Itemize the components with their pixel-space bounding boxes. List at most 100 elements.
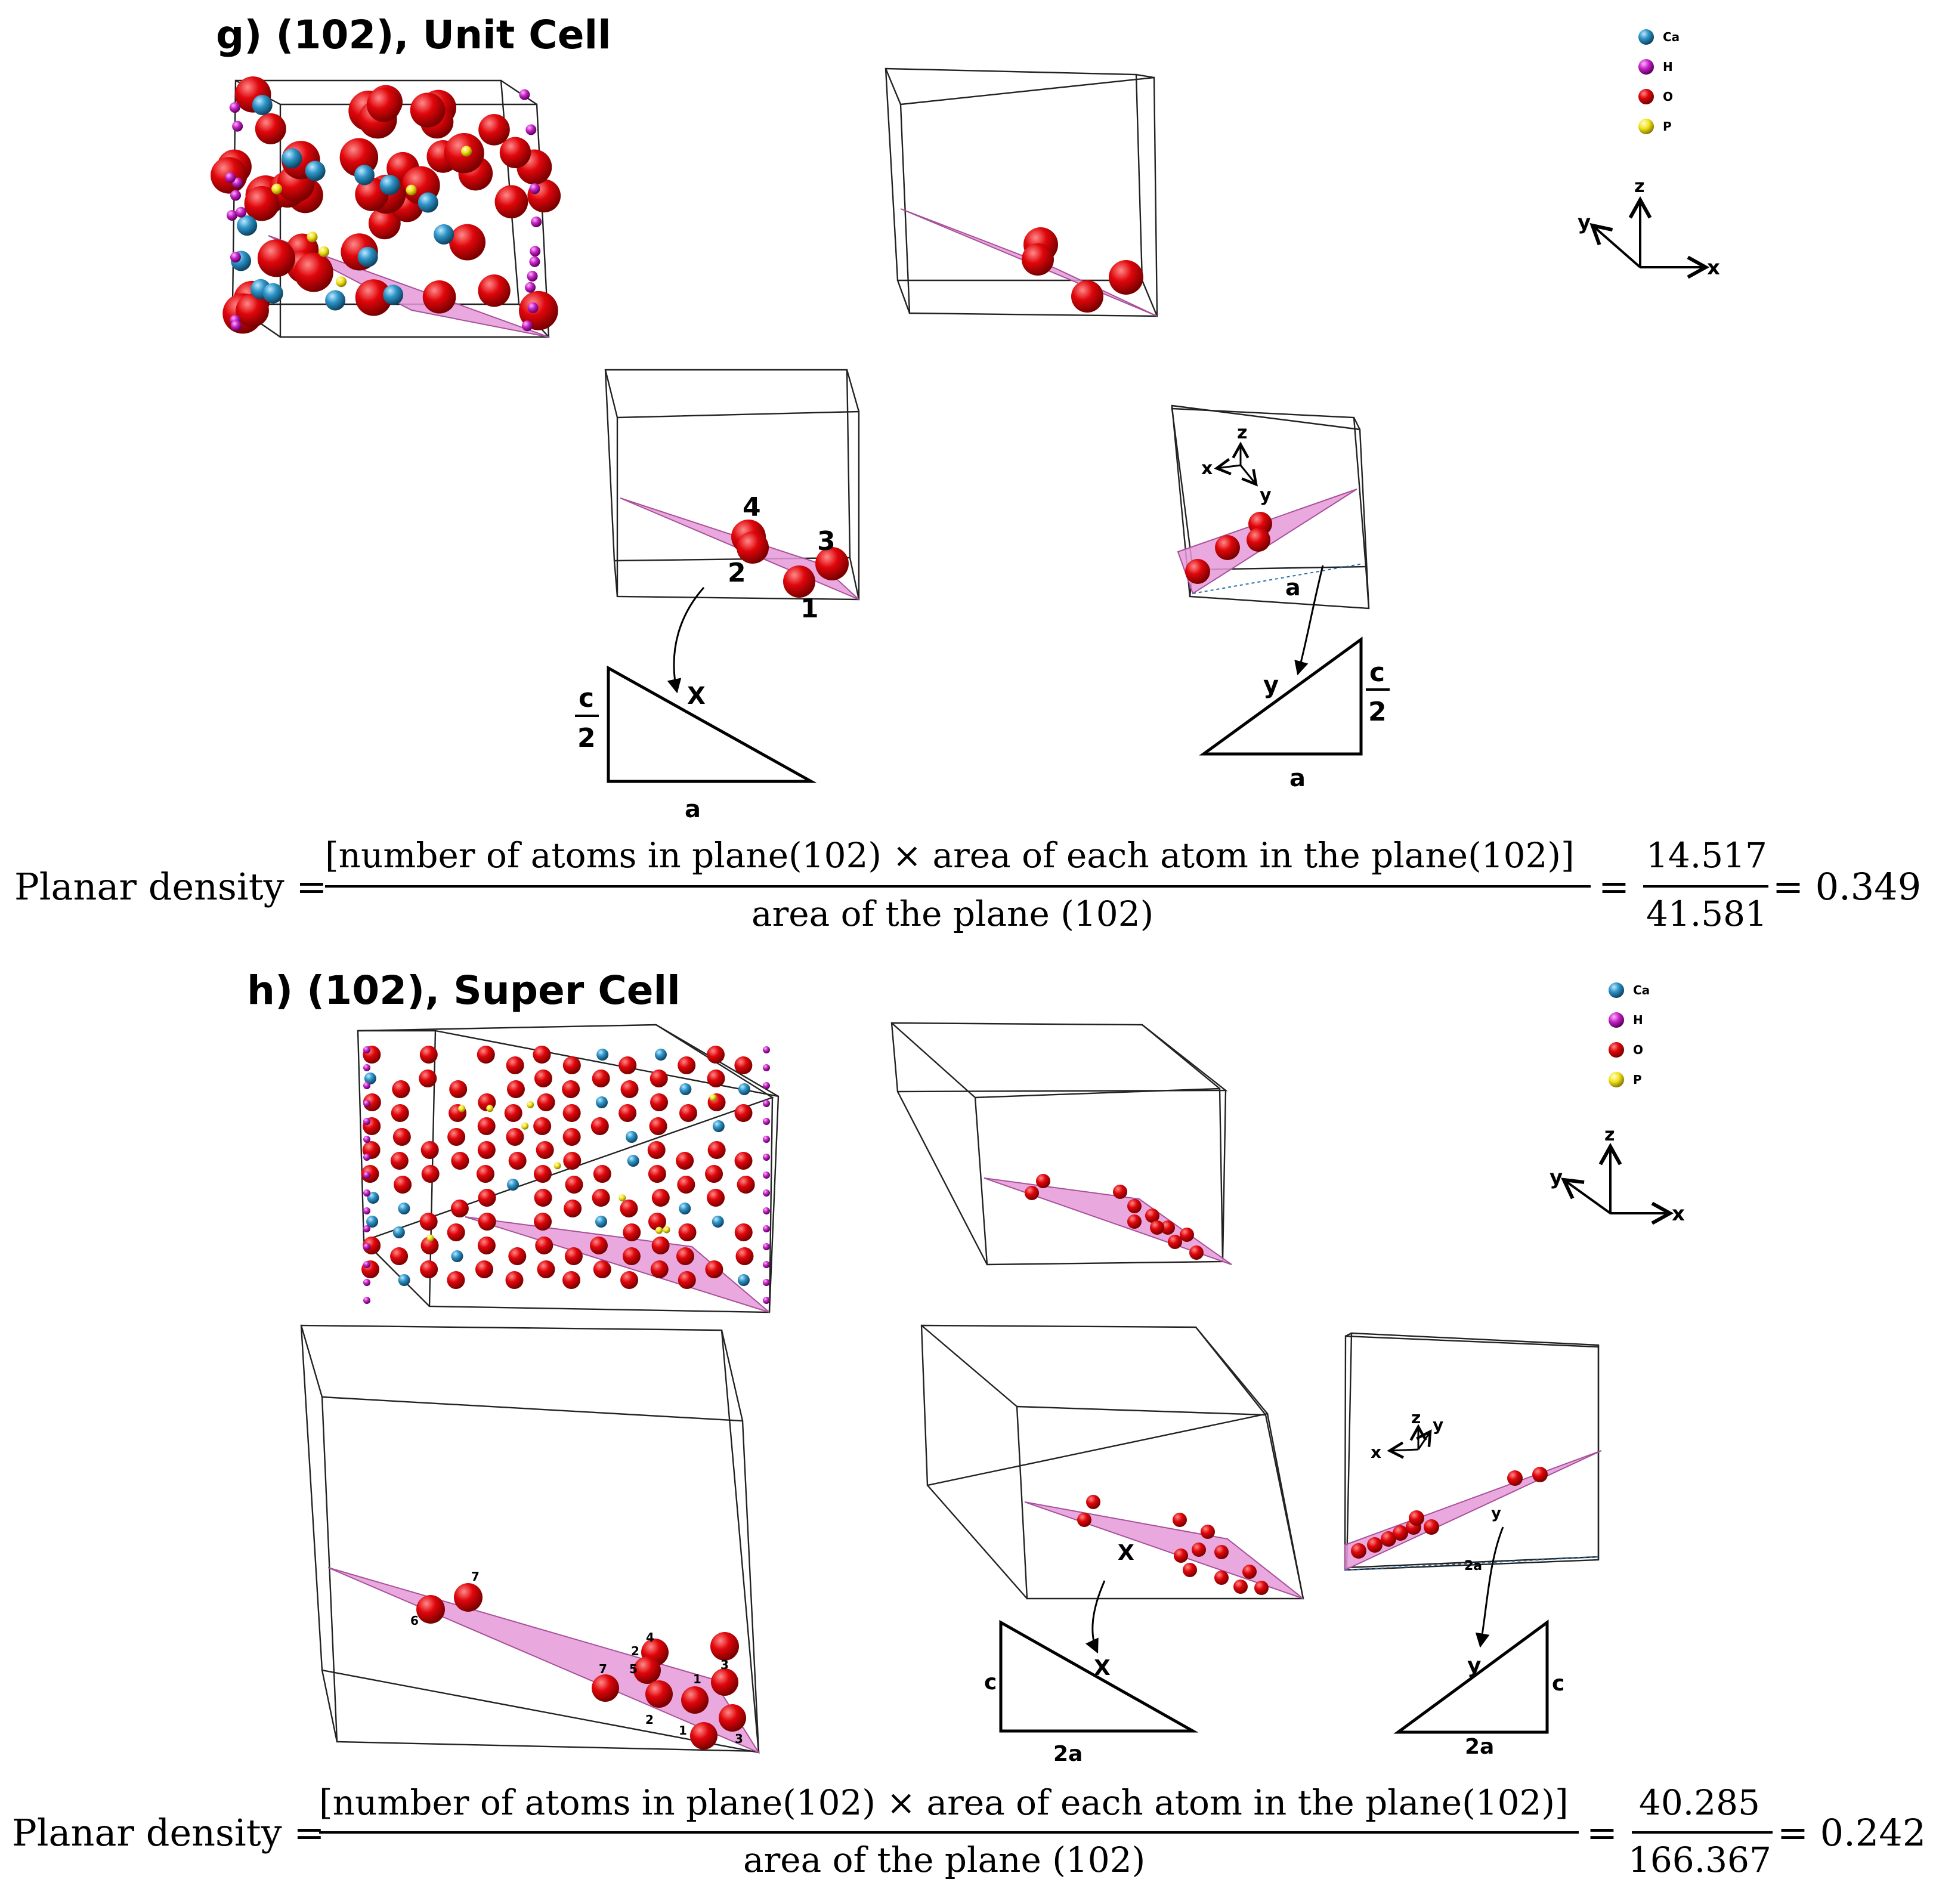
legend-swatch-h xyxy=(1609,1012,1624,1028)
atom-o xyxy=(410,92,446,128)
legend-label-o: O xyxy=(1663,89,1673,104)
atom-o xyxy=(1185,559,1210,584)
atom-ca xyxy=(379,175,400,196)
atom-ca xyxy=(364,1072,376,1084)
atom-o xyxy=(620,1271,639,1289)
legend-label-h: H xyxy=(1663,60,1673,74)
atom-o xyxy=(1254,1581,1269,1595)
atom-number-label: 3 xyxy=(735,1732,743,1746)
atom-h xyxy=(763,1243,770,1250)
fraction-denominator: 166.367 xyxy=(1628,1840,1771,1880)
atom-h xyxy=(527,270,538,282)
tri-hyp-y: y xyxy=(1263,672,1279,699)
atom-o xyxy=(1086,1495,1100,1509)
atom-o xyxy=(681,1686,709,1714)
legend-swatch-ca xyxy=(1609,982,1624,998)
tri-side-c: c xyxy=(1369,657,1385,688)
atom-h xyxy=(363,1118,370,1125)
atom-o xyxy=(420,1260,438,1278)
atom-o xyxy=(537,1093,555,1111)
atom-o xyxy=(593,1260,611,1278)
atom-o xyxy=(1145,1208,1159,1223)
atom-o xyxy=(815,547,849,580)
atom-ca xyxy=(366,1216,379,1228)
atom-o xyxy=(719,1704,746,1732)
atom-o xyxy=(537,1260,555,1278)
atom-ca xyxy=(595,1216,607,1228)
atom-number-label: y xyxy=(1491,1504,1501,1522)
atom-o xyxy=(1247,528,1270,552)
atom-ca xyxy=(712,1120,725,1132)
atom-o xyxy=(678,1223,697,1241)
inset-triad-g: z x y xyxy=(1201,422,1272,506)
equation-result: = 0.349 xyxy=(1773,865,1922,908)
atom-o xyxy=(475,1260,494,1278)
atom-o xyxy=(534,1189,552,1207)
atom-o xyxy=(257,239,295,277)
tri-base-2a: 2a xyxy=(1465,1735,1494,1759)
atom-o xyxy=(255,113,286,144)
legend-label-o: O xyxy=(1633,1043,1643,1057)
atom-number-label: 2 xyxy=(631,1644,639,1658)
atom-o xyxy=(633,1656,661,1684)
atom-o xyxy=(678,1056,696,1074)
legend-swatch-o xyxy=(1609,1042,1624,1058)
atom-h xyxy=(763,1189,770,1197)
atom-o xyxy=(1077,1513,1091,1527)
atom-o xyxy=(651,1237,670,1254)
atom-o xyxy=(449,224,486,261)
atom-o xyxy=(454,1583,483,1612)
atom-number-label: 3 xyxy=(720,1658,729,1672)
tri-side-c: c xyxy=(1552,1671,1564,1696)
atom-o xyxy=(1127,1199,1142,1213)
atom-o xyxy=(706,1046,725,1064)
atom-o xyxy=(1233,1580,1248,1594)
atom-o xyxy=(737,1176,755,1194)
atom-ca xyxy=(595,1096,608,1108)
atom-o xyxy=(447,1271,465,1289)
atom-h xyxy=(363,1064,370,1071)
atom-o xyxy=(737,531,769,564)
atom-h xyxy=(530,246,541,257)
atom-o xyxy=(519,290,558,330)
atom-h xyxy=(363,1261,370,1268)
axis-label-z: z xyxy=(1604,1124,1615,1145)
atom-o xyxy=(620,1080,639,1098)
atom-o xyxy=(533,1165,552,1183)
atom-o xyxy=(590,1237,608,1254)
tri-hyp-y: y xyxy=(1467,1653,1481,1678)
atom-h xyxy=(519,89,530,100)
plane-102 xyxy=(327,1567,760,1754)
atom-h xyxy=(763,1136,770,1143)
atom-o xyxy=(1424,1519,1439,1535)
fraction-numerator: 14.517 xyxy=(1646,835,1767,876)
atom-h xyxy=(363,1243,370,1250)
fraction-bar xyxy=(1643,885,1768,888)
atom-o xyxy=(494,185,528,219)
triangle-x-g: c 2 a X xyxy=(575,587,817,823)
atom-ca xyxy=(434,224,454,245)
axis-label-y: y xyxy=(1550,1166,1563,1189)
atom-o xyxy=(677,1176,695,1194)
atom-o xyxy=(422,280,456,314)
legend-h: Ca H O P xyxy=(1609,982,1650,1087)
legend-swatch-p xyxy=(1609,1072,1624,1087)
plane-102 xyxy=(465,1216,770,1313)
atom-p xyxy=(709,1094,717,1102)
atom-ca xyxy=(737,1274,750,1286)
atom-o xyxy=(504,1104,522,1122)
atom-p xyxy=(521,1122,529,1130)
atom-o xyxy=(355,279,392,316)
fraction-numerator: 40.285 xyxy=(1639,1782,1760,1823)
atom-o xyxy=(1025,1186,1039,1200)
atom-p xyxy=(318,246,330,257)
atom-h xyxy=(763,1154,770,1161)
atom-h xyxy=(229,102,240,113)
dashed-edge xyxy=(1344,1556,1599,1571)
atom-p xyxy=(458,1105,466,1112)
atom-number-label: 1 xyxy=(800,594,819,624)
atom-o xyxy=(1381,1531,1396,1547)
atom-o xyxy=(451,1152,469,1170)
atom-ca xyxy=(383,285,404,305)
atom-o xyxy=(707,1141,726,1159)
